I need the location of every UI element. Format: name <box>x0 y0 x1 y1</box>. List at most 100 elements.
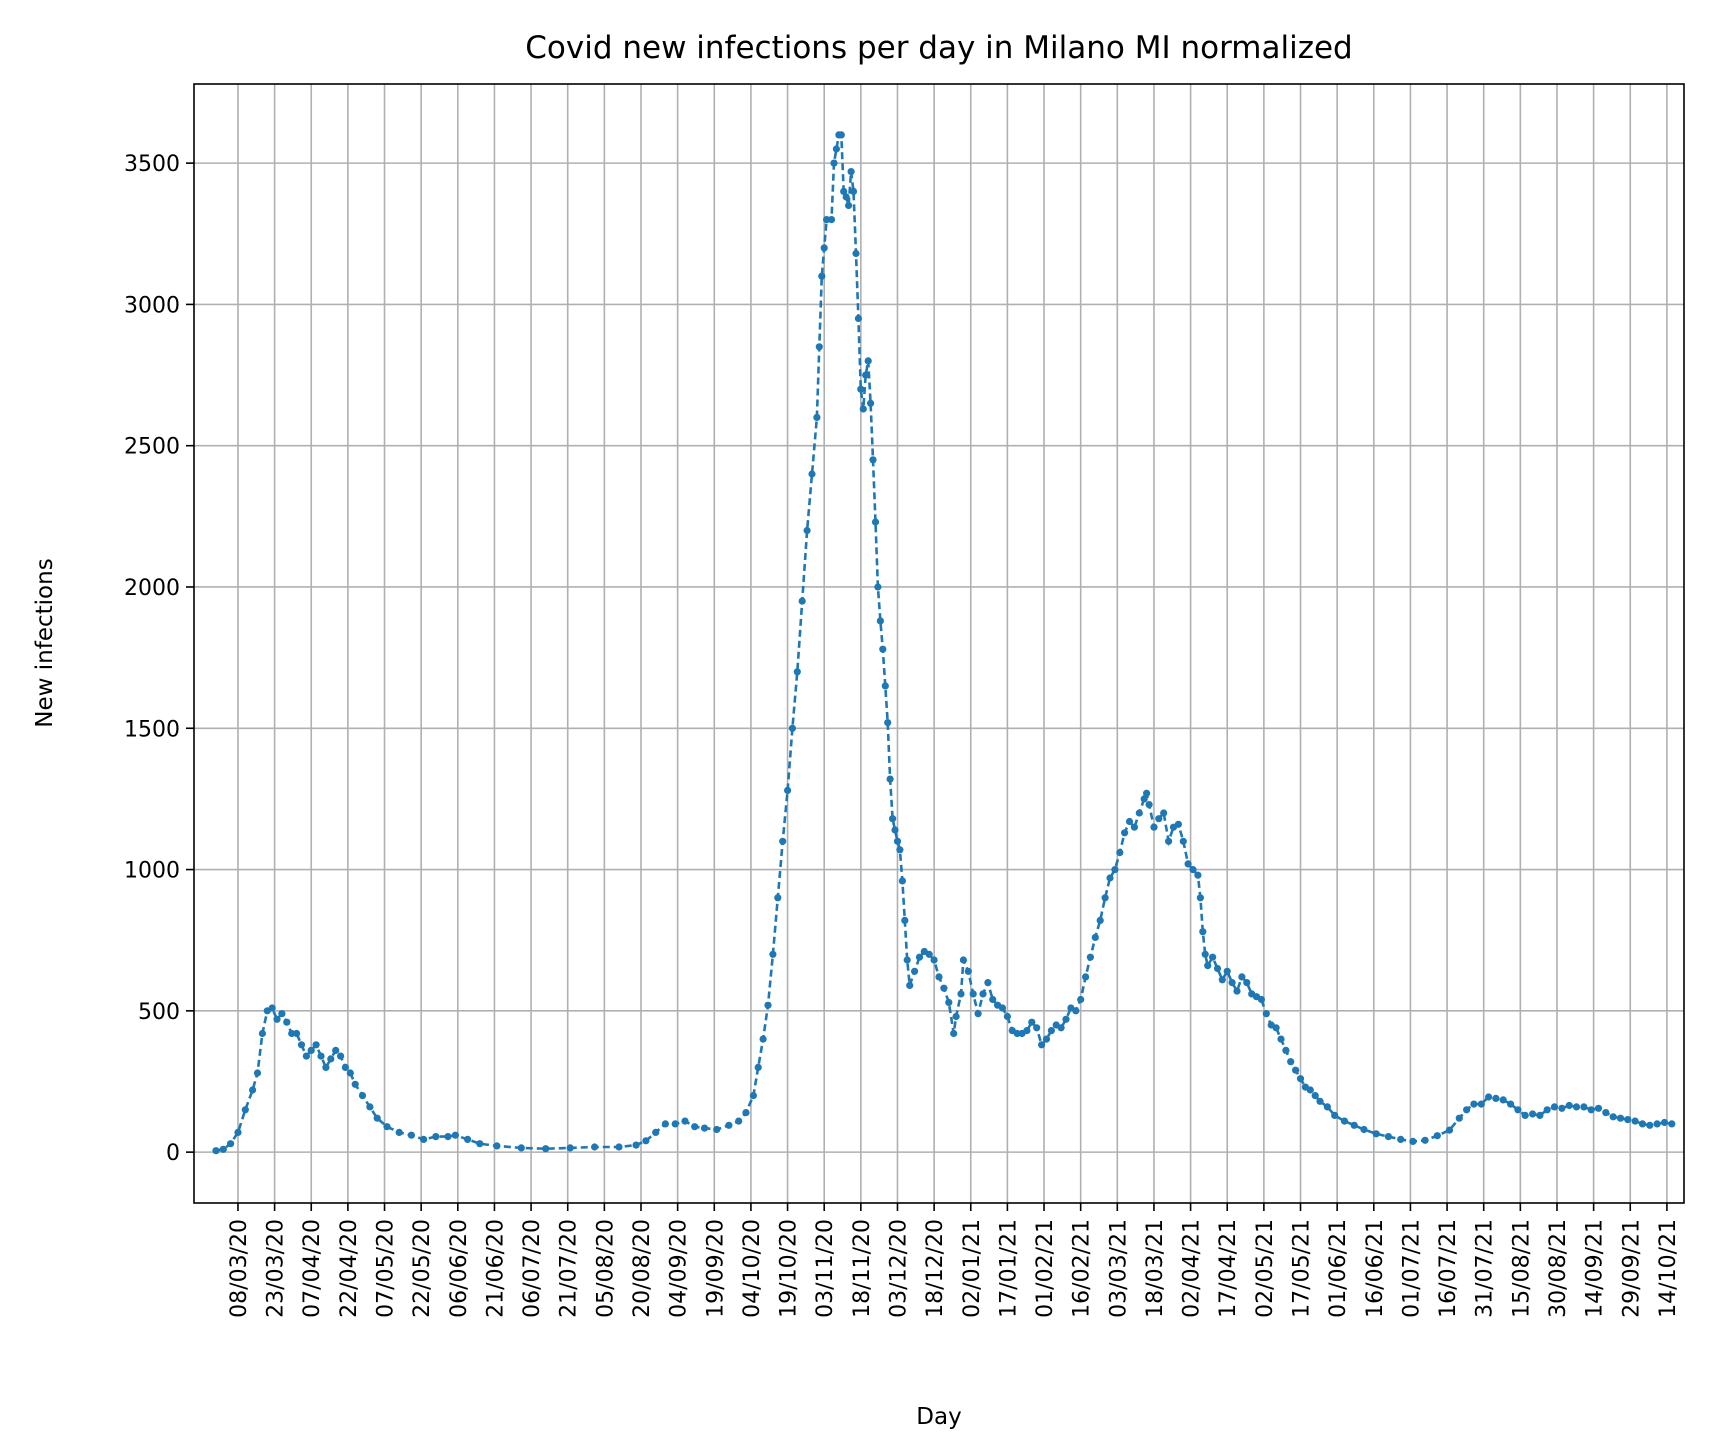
x-tick-label: 01/07/21 <box>1399 1219 1424 1318</box>
data-point <box>867 399 875 407</box>
data-point <box>896 846 904 854</box>
data-point <box>1433 1132 1441 1140</box>
data-point <box>1331 1111 1339 1119</box>
data-point <box>1057 1024 1065 1032</box>
x-tick-label: 08/03/20 <box>227 1219 252 1318</box>
data-point <box>317 1052 325 1060</box>
data-point <box>889 815 897 823</box>
y-tick-label: 500 <box>138 1000 180 1025</box>
data-point <box>258 1029 266 1038</box>
data-point <box>784 786 792 795</box>
data-point <box>1543 1106 1551 1114</box>
data-point <box>898 877 907 885</box>
data-point <box>1311 1092 1319 1100</box>
x-tick-label: 19/09/20 <box>703 1219 728 1318</box>
x-tick-label: 18/11/20 <box>850 1219 875 1318</box>
data-point <box>493 1142 501 1150</box>
data-point <box>742 1109 750 1117</box>
data-point <box>998 1004 1007 1012</box>
y-tick-label: 1500 <box>124 717 180 742</box>
data-point <box>935 973 943 981</box>
data-point <box>1101 894 1109 902</box>
data-point <box>1514 1106 1522 1114</box>
data-point <box>268 1004 276 1012</box>
data-point <box>407 1131 415 1139</box>
data-point <box>849 187 858 195</box>
x-tick-label: 04/09/20 <box>667 1219 692 1318</box>
data-point <box>881 682 889 690</box>
data-point <box>1033 1024 1041 1032</box>
data-point <box>1565 1101 1573 1110</box>
y-axis-ticks: 0 500 1000 1500 2000 2500 3000 3500 <box>124 152 194 1166</box>
data-point <box>661 1120 670 1128</box>
data-point <box>820 244 828 252</box>
data-point <box>691 1123 699 1131</box>
data-point <box>725 1121 733 1129</box>
y-tick-label: 0 <box>166 1141 180 1166</box>
data-point <box>1262 1010 1270 1018</box>
data-point <box>915 953 924 961</box>
x-tick-label: 02/05/21 <box>1253 1219 1278 1318</box>
data-point <box>1316 1097 1324 1105</box>
data-point <box>297 1041 306 1049</box>
x-tick-label: 06/06/20 <box>447 1219 472 1318</box>
data-point <box>234 1128 242 1136</box>
data-point <box>566 1144 574 1152</box>
x-tick-label: 07/04/20 <box>300 1219 325 1318</box>
x-tick-label: 15/08/21 <box>1509 1219 1534 1318</box>
data-point <box>1306 1086 1314 1094</box>
x-tick-label: 30/08/21 <box>1546 1219 1571 1318</box>
data-point <box>798 597 806 605</box>
data-point <box>1340 1117 1349 1125</box>
data-point <box>464 1135 472 1143</box>
data-point <box>1150 823 1158 831</box>
data-point <box>1028 1018 1036 1026</box>
data-point <box>283 1018 291 1026</box>
x-tick-label: 03/12/20 <box>886 1219 911 1318</box>
data-point <box>847 168 855 176</box>
data-point <box>1638 1120 1647 1128</box>
data-point <box>1038 1041 1046 1049</box>
data-point <box>395 1128 403 1136</box>
data-point <box>1296 1075 1305 1083</box>
data-point <box>862 371 870 379</box>
x-tick-label: 19/10/20 <box>777 1219 802 1318</box>
data-point <box>830 159 838 167</box>
data-point <box>358 1092 367 1100</box>
data-point <box>642 1137 650 1145</box>
data-point <box>735 1117 743 1125</box>
data-point <box>1223 967 1231 975</box>
data-point <box>893 837 902 845</box>
data-point <box>1238 973 1246 981</box>
data-point <box>840 187 848 195</box>
data-point <box>681 1117 689 1125</box>
data-point <box>911 967 919 975</box>
data-point <box>901 916 909 925</box>
data-point <box>312 1041 320 1049</box>
data-point <box>879 645 887 653</box>
data-point <box>1257 995 1265 1004</box>
data-point <box>249 1086 257 1094</box>
data-point <box>869 456 877 464</box>
data-point <box>1360 1125 1368 1134</box>
x-tick-label: 05/08/20 <box>593 1219 618 1318</box>
x-tick-label: 22/05/20 <box>410 1219 435 1318</box>
data-point <box>1130 823 1138 831</box>
data-point <box>1350 1121 1358 1129</box>
x-tick-label: 06/07/20 <box>520 1219 545 1318</box>
data-point <box>227 1140 235 1148</box>
data-point <box>322 1063 330 1071</box>
data-point <box>1145 801 1153 809</box>
data-point <box>769 950 777 958</box>
data-point <box>307 1046 315 1054</box>
data-point <box>632 1141 640 1149</box>
data-point <box>1135 809 1143 817</box>
x-tick-label: 14/09/21 <box>1583 1219 1608 1318</box>
data-point <box>874 583 882 591</box>
data-point <box>278 1010 286 1018</box>
data-point <box>615 1143 623 1151</box>
data-point <box>383 1123 391 1131</box>
data-point <box>1631 1117 1639 1125</box>
data-point <box>1160 809 1168 817</box>
x-tick-label: 29/09/21 <box>1619 1219 1644 1318</box>
